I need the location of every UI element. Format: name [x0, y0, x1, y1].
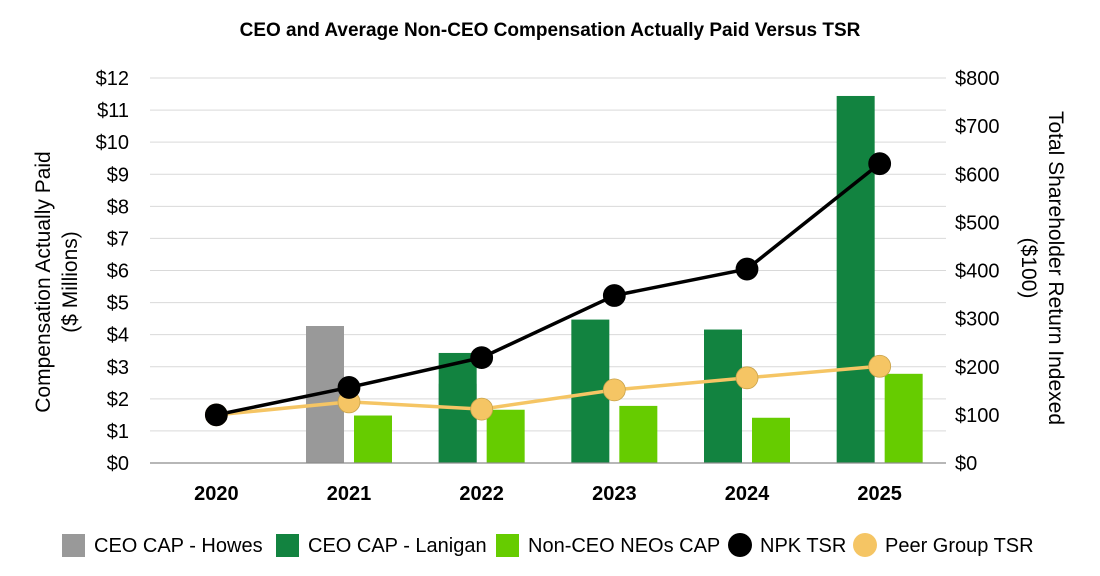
- x-tick-label: 2022: [459, 483, 504, 505]
- chart-title: CEO and Average Non-CEO Compensation Act…: [240, 20, 861, 41]
- point-peer-group-tsr-2023: [602, 378, 626, 402]
- bar-non-ceo-neos-cap-2025: [884, 373, 923, 463]
- y-tick-label: $2: [107, 389, 129, 411]
- y2-tick-label: $0: [955, 453, 977, 475]
- y-tick-label: $0: [107, 453, 129, 475]
- y-axis-title-line1: Compensation Actually Paid: [32, 151, 55, 413]
- line-peer-group-tsr: [216, 364, 880, 417]
- x-tick-label: 2021: [327, 483, 372, 505]
- y-tick-label: $12: [96, 68, 129, 90]
- legend-label-npk-tsr: NPK TSR: [760, 535, 846, 557]
- point-npk-tsr-2025: [868, 152, 892, 176]
- axes: $0 $1 $2 $3 $4 $5 $6 $7 $8 $9 $10 $11 $12 $0 $100 $200 $…: [96, 68, 1000, 505]
- y-tick-label: $5: [107, 293, 129, 315]
- line-npk-tsr: [215, 162, 881, 417]
- y-tick-label: $3: [107, 357, 129, 379]
- bar-non-ceo-neos-cap-2024: [752, 417, 790, 463]
- legend-swatch-ceo-cap-lanigan: [276, 534, 299, 557]
- tsr-lines: [204, 152, 892, 427]
- point-npk-tsr-2024: [735, 257, 759, 281]
- point-npk-tsr-2021: [337, 376, 361, 399]
- bar-non-ceo-neos-cap-2022: [486, 409, 525, 463]
- x-tick-label: 2025: [857, 483, 902, 505]
- bar-ceo-cap-lanigan-2024: [704, 329, 742, 463]
- legend-label-non-ceo-neos-cap: Non-CEO NEOs CAP: [528, 535, 720, 557]
- legend-swatch-non-ceo-neos-cap: [496, 534, 519, 557]
- y-tick-label: $10: [96, 132, 129, 154]
- point-peer-group-tsr-2024: [735, 366, 759, 390]
- bar-non-ceo-neos-cap-2023: [619, 405, 658, 463]
- x-tick-label: 2020: [194, 483, 239, 505]
- x-tick-label: 2023: [592, 483, 637, 505]
- y-tick-label: $8: [107, 196, 129, 218]
- legend-swatch-ceo-cap-howes: [62, 534, 85, 557]
- point-npk-tsr-2020: [204, 403, 228, 427]
- y2-tick-label: $200: [955, 357, 1000, 379]
- y2-tick-label: $500: [955, 212, 1000, 234]
- y2-tick-label: $100: [955, 405, 1000, 427]
- bar-ceo-cap-lanigan-2025: [836, 95, 875, 463]
- y-tick-label: $6: [107, 261, 129, 283]
- bar-non-ceo-neos-cap-2021: [354, 415, 392, 463]
- y2-tick-label: $700: [955, 116, 1000, 138]
- point-peer-group-tsr-2022: [470, 397, 494, 421]
- y2-tick-label: $800: [955, 68, 1000, 90]
- y-tick-label: $1: [107, 421, 129, 443]
- legend-label-peer-group-tsr: Peer Group TSR: [885, 535, 1034, 557]
- x-tick-label: 2024: [725, 483, 770, 505]
- point-peer-group-tsr-2025: [868, 354, 892, 378]
- y2-axis-title-line2: ($100): [1017, 238, 1040, 299]
- y2-axis-title-line1: Total Shareholder Return Indexed: [1044, 111, 1067, 425]
- y2-tick-label: $400: [955, 261, 1000, 283]
- legend-label-ceo-cap-lanigan: CEO CAP - Lanigan: [308, 535, 487, 557]
- bars: [306, 95, 923, 463]
- legend-label-ceo-cap-howes: CEO CAP - Howes: [94, 535, 263, 557]
- point-npk-tsr-2022: [470, 346, 494, 370]
- legend: CEO CAP - Howes CEO CAP - Lanigan Non-CEO …: [62, 533, 1034, 557]
- y-axis-title-line2: ($ Millions): [59, 231, 82, 333]
- legend-marker-npk-tsr: [728, 533, 752, 557]
- legend-marker-peer-group-tsr: [853, 533, 877, 557]
- y2-tick-label: $600: [955, 164, 1000, 186]
- y2-tick-label: $300: [955, 309, 1000, 331]
- y-tick-label: $7: [107, 228, 129, 250]
- y-tick-label: $9: [107, 164, 129, 186]
- y-tick-label: $11: [97, 100, 129, 122]
- gridlines: [150, 77, 946, 432]
- y-tick-label: $4: [107, 325, 129, 347]
- point-npk-tsr-2023: [602, 284, 626, 307]
